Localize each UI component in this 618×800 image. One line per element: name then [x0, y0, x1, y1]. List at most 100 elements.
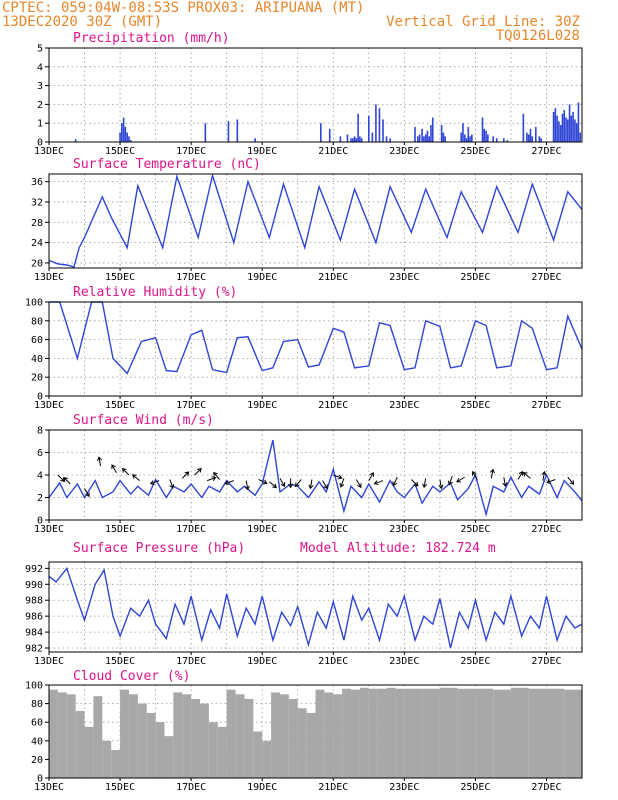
precip-bar — [421, 128, 423, 142]
precip-bar — [368, 115, 370, 142]
x-tick-label: 27DEC — [531, 782, 561, 793]
wind-arrow-head — [541, 470, 547, 476]
series-line — [49, 301, 583, 375]
header-date: 13DEC2020 30Z (GMT) — [2, 14, 162, 30]
y-tick-label: 8 — [37, 426, 43, 437]
cloud-bar — [422, 688, 440, 778]
panel-frame — [48, 429, 583, 521]
model-altitude: Model Altitude: 182.724 m — [300, 541, 496, 556]
wind-arrow — [546, 479, 556, 484]
x-tick-label: 13DEC — [34, 656, 64, 667]
wind-arrow-head — [85, 492, 90, 498]
wind-arrow — [340, 478, 345, 488]
wind-arrow — [258, 479, 268, 484]
precip-bar — [129, 140, 132, 142]
wind-arrow-head — [339, 482, 345, 488]
panel-6: 0 20 40 60 80 100 13DEC 15DEC 17DEC 19DEC 21DEC 23D… — [25, 669, 583, 793]
wind-arrow-head — [213, 471, 218, 477]
y-tick-label: 982 — [25, 644, 43, 655]
wind-arrow — [245, 480, 249, 490]
precip-bar — [483, 128, 486, 142]
precip-bar — [460, 132, 462, 142]
y-tick-label: 60 — [31, 335, 43, 346]
cloud-bar — [49, 689, 58, 778]
precip-bar — [328, 128, 331, 142]
precip-bar — [385, 136, 388, 142]
x-tick-label: 27DEC — [531, 524, 561, 535]
precip-bar — [371, 132, 374, 142]
precip-bar — [575, 123, 578, 142]
cloud-bar — [66, 694, 76, 778]
panel-frame — [48, 301, 583, 397]
x-tick-label: 15DEC — [105, 782, 135, 793]
precip-bar — [122, 117, 125, 142]
y-tick-label: 6 — [37, 448, 43, 459]
cloud-bar — [93, 696, 103, 778]
x-tick-label: 21DEC — [318, 524, 348, 535]
x-tick-label: 19DEC — [247, 272, 277, 283]
y-tick-label: 100 — [25, 681, 43, 692]
precip-bar — [236, 119, 239, 142]
wind-arrow — [392, 477, 398, 486]
precip-bar — [570, 115, 573, 142]
precip-bar — [418, 134, 421, 142]
x-tick-label: 23DEC — [389, 782, 419, 793]
precip-bar — [492, 136, 494, 142]
precip-bar — [128, 136, 130, 142]
wind-arrow — [503, 477, 506, 487]
x-tick-label: 13DEC — [34, 146, 64, 157]
x-tick-label: 19DEC — [247, 146, 277, 157]
y-tick-label: 20 — [31, 258, 43, 269]
series-line — [48, 172, 583, 268]
x-tick-label: 27DEC — [531, 656, 561, 667]
wind-arrow-head — [546, 479, 551, 484]
x-tick-label: 17DEC — [176, 272, 206, 283]
y-tick-label: 5 — [37, 44, 43, 55]
precip-bar — [495, 138, 498, 142]
y-tick-label: 36 — [31, 177, 43, 188]
cloud-bar — [493, 689, 511, 778]
precip-bar — [527, 134, 530, 142]
precip-bar — [442, 132, 445, 142]
cloud-bar — [102, 740, 112, 778]
cloud-bar — [528, 688, 547, 778]
precip-bar — [74, 139, 77, 142]
x-tick-label: 25DEC — [460, 524, 490, 535]
x-tick-label: 27DEC — [531, 400, 561, 411]
y-tick-label: 20 — [31, 373, 43, 384]
x-tick-label: 27DEC — [531, 272, 561, 283]
y-tick-label: 28 — [31, 218, 43, 229]
precip-bar — [561, 113, 564, 142]
precip-bar — [339, 136, 342, 142]
precip-bar — [357, 113, 359, 142]
y-tick-label: 988 — [25, 596, 43, 607]
wind-arrow — [194, 468, 202, 476]
wind-arrow-head — [447, 480, 453, 486]
wind-arrow — [63, 477, 71, 485]
wind-arrow-head — [280, 482, 286, 487]
wind-arrow-head — [60, 477, 65, 483]
x-tick-label: 23DEC — [389, 272, 419, 283]
cloud-bar — [546, 688, 565, 778]
cloud-bar — [262, 740, 272, 778]
precip-bar — [417, 136, 419, 142]
x-tick-label: 23DEC — [389, 524, 419, 535]
x-tick-label: 19DEC — [247, 782, 277, 793]
wind-arrow-head — [262, 479, 268, 485]
y-tick-label: 60 — [31, 718, 43, 729]
panel-frame — [48, 561, 583, 653]
panel-title: Relative Humidity (%) — [73, 285, 237, 300]
y-tick-label: 3 — [37, 81, 43, 92]
y-tick-label: 990 — [25, 580, 43, 591]
precip-bar — [574, 119, 576, 142]
cloud-bar — [200, 703, 209, 778]
x-tick-label: 23DEC — [389, 146, 419, 157]
x-tick-label: 21DEC — [318, 272, 348, 283]
cloud-bar — [377, 688, 387, 778]
y-tick-label: 24 — [31, 238, 43, 249]
panels: 0 1 2 3 4 5 13DEC 15DEC 17DEC 19DEC 21DEC 23DEC 25DE… — [25, 31, 583, 793]
cloud-bar — [368, 688, 378, 778]
cloud-bar — [57, 692, 67, 778]
wind-arrow — [268, 481, 277, 488]
cloud-bar — [404, 688, 423, 778]
